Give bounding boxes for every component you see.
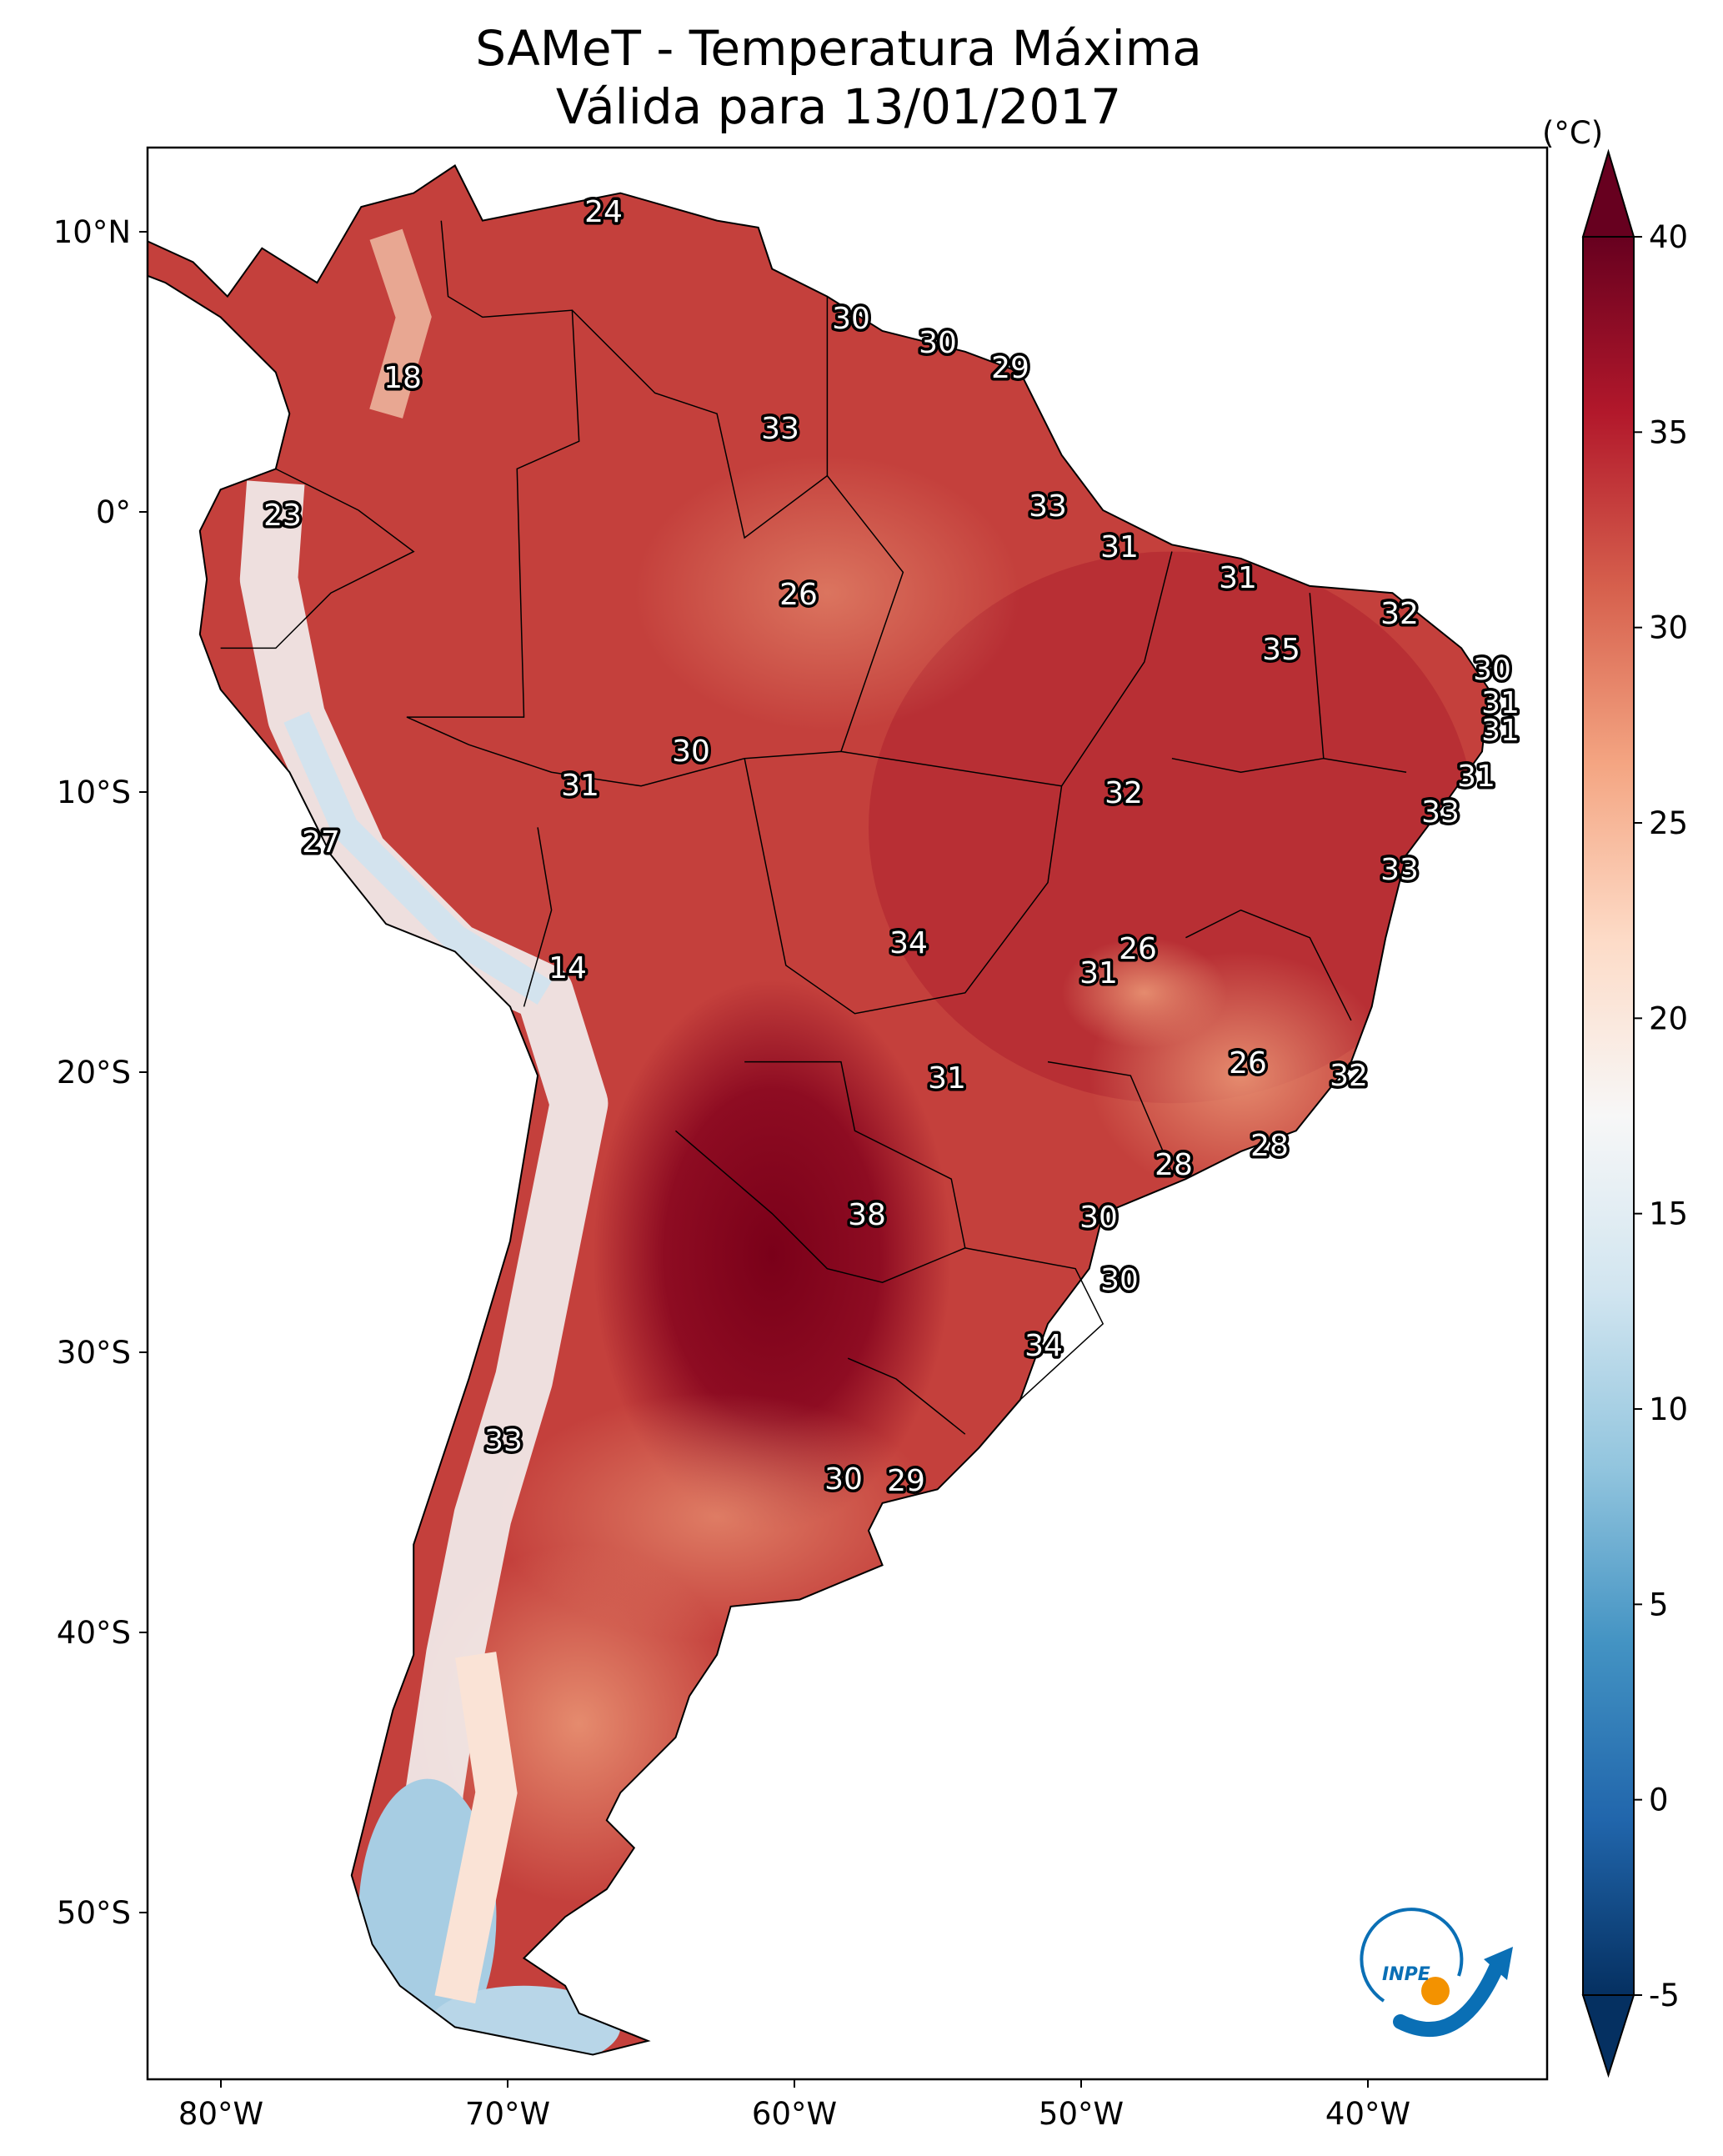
x-tick-label: 70°W: [465, 2096, 550, 2132]
station-value-label: 30: [1473, 653, 1511, 687]
station-value-label: 32: [1104, 776, 1143, 810]
station-value-label: 31: [1079, 956, 1118, 990]
colorbar-unit: (°C): [1542, 115, 1603, 151]
colorbar-tick-label: 0: [1649, 1782, 1669, 1818]
station-value-label: 38: [848, 1198, 886, 1232]
y-tick-label: 40°S: [57, 1615, 131, 1651]
colorbar-tick-label: 10: [1649, 1391, 1688, 1427]
station-value-label: 35: [1262, 633, 1300, 667]
inpe-logo: INPE: [1360, 1908, 1513, 2037]
y-tick-label: 30°S: [57, 1335, 131, 1371]
station-value-label: 33: [1380, 853, 1419, 887]
x-axis: 80°W 70°W 60°W 50°W 40°W: [178, 2079, 1410, 2132]
y-tick-label: 10°S: [57, 775, 131, 810]
station-value-label: 23: [263, 499, 302, 533]
station-value-label: 31: [928, 1061, 966, 1096]
station-value-label: 26: [1119, 932, 1157, 966]
station-value-label: 33: [761, 412, 799, 446]
x-tick-label: 50°W: [1039, 2096, 1124, 2132]
station-value-label: 31: [1457, 760, 1495, 794]
y-tick-label: 20°S: [57, 1055, 131, 1091]
svg-text:INPE: INPE: [1382, 1964, 1430, 1985]
x-tick-label: 80°W: [178, 2096, 263, 2132]
station-value-label: 30: [672, 735, 710, 769]
station-value-label: 30: [1100, 1263, 1139, 1297]
station-value-label: 24: [584, 195, 623, 229]
station-value-label: 14: [548, 951, 587, 985]
station-value-label: 29: [991, 351, 1029, 385]
map-title: SAMeT - Temperatura Máxima: [475, 20, 1202, 77]
station-value-label: 32: [1380, 597, 1419, 631]
y-tick-label: 50°S: [57, 1895, 131, 1931]
station-value-label: 29: [887, 1464, 925, 1498]
station-value-label: 34: [1024, 1329, 1063, 1363]
station-value-label: 33: [1421, 795, 1460, 830]
colorbar-tick-label: 40: [1649, 219, 1688, 255]
colorbar-tick-label: -5: [1649, 1978, 1680, 2013]
station-value-label: 31: [1100, 530, 1139, 564]
colorbar-tick-label: 5: [1649, 1587, 1669, 1622]
station-value-label: 30: [919, 326, 957, 360]
colorbar-tick-label: 30: [1649, 610, 1688, 646]
y-axis: 10°N 0° 10°S 20°S 30°S 40°S 50°S: [53, 214, 148, 1931]
station-value-label: 28: [1155, 1148, 1193, 1182]
station-value-label: 30: [824, 1462, 863, 1497]
station-value-label: 28: [1250, 1129, 1289, 1163]
colorbar-tick-label: 15: [1649, 1196, 1688, 1232]
station-value-label: 26: [1229, 1046, 1267, 1081]
station-value-label: 33: [1029, 489, 1067, 524]
station-value-label: 30: [1079, 1201, 1118, 1235]
map-frame: [146, 146, 1549, 2081]
colorbar-tick-label: 25: [1649, 805, 1688, 841]
station-value-label: 31: [1481, 686, 1520, 720]
coastline: [147, 164, 1490, 2056]
station-value-label: 34: [889, 926, 928, 960]
station-value-label: 33: [484, 1424, 523, 1458]
station-value-label: 27: [302, 825, 340, 860]
station-value-label: 31: [1481, 714, 1520, 748]
station-value-label: 31: [561, 769, 599, 803]
station-value-label: 31: [1219, 561, 1257, 595]
station-value-label: 18: [383, 361, 422, 395]
country-borders: [220, 220, 1407, 1435]
map-subtitle: Válida para 13/01/2017: [556, 78, 1121, 135]
y-tick-label: 0°: [96, 494, 131, 530]
colorbar-tick-label: 35: [1649, 414, 1688, 450]
x-tick-label: 40°W: [1325, 2096, 1410, 2132]
station-value-label: 30: [832, 302, 870, 336]
colorbar: (°C) 40 35 30 25 20 15 10 5 0 -5: [1542, 115, 1688, 2078]
x-tick-label: 60°W: [752, 2096, 837, 2132]
colorbar-tick-label: 20: [1649, 1000, 1688, 1036]
station-value-label: 32: [1330, 1059, 1368, 1093]
y-tick-label: 10°N: [53, 214, 131, 250]
station-value-label: 26: [779, 578, 818, 612]
